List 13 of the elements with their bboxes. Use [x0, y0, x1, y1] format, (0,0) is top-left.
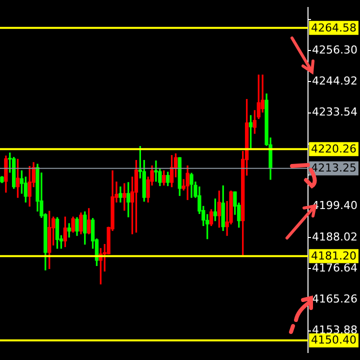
y-tick-label: 4256.30: [312, 43, 358, 56]
ref-line-label: 4181.20: [311, 249, 356, 262]
candlestick: [154, 160, 158, 182]
ref-line-label: 4213.25: [311, 162, 356, 175]
y-tick-label: 4188.02: [312, 230, 358, 244]
y-tick-label: 4233.54: [312, 106, 358, 119]
y-tick-label: 4165.26: [312, 292, 358, 306]
y-tick-label: 4176.64: [312, 261, 358, 274]
ref-line-label: 4264.58: [311, 21, 356, 34]
ref-line-label: 4150.40: [311, 334, 356, 347]
y-tick-label: 4199.40: [312, 199, 358, 212]
ref-line-label: 4220.26: [311, 142, 356, 156]
y-tick-label: 4244.92: [312, 74, 358, 88]
